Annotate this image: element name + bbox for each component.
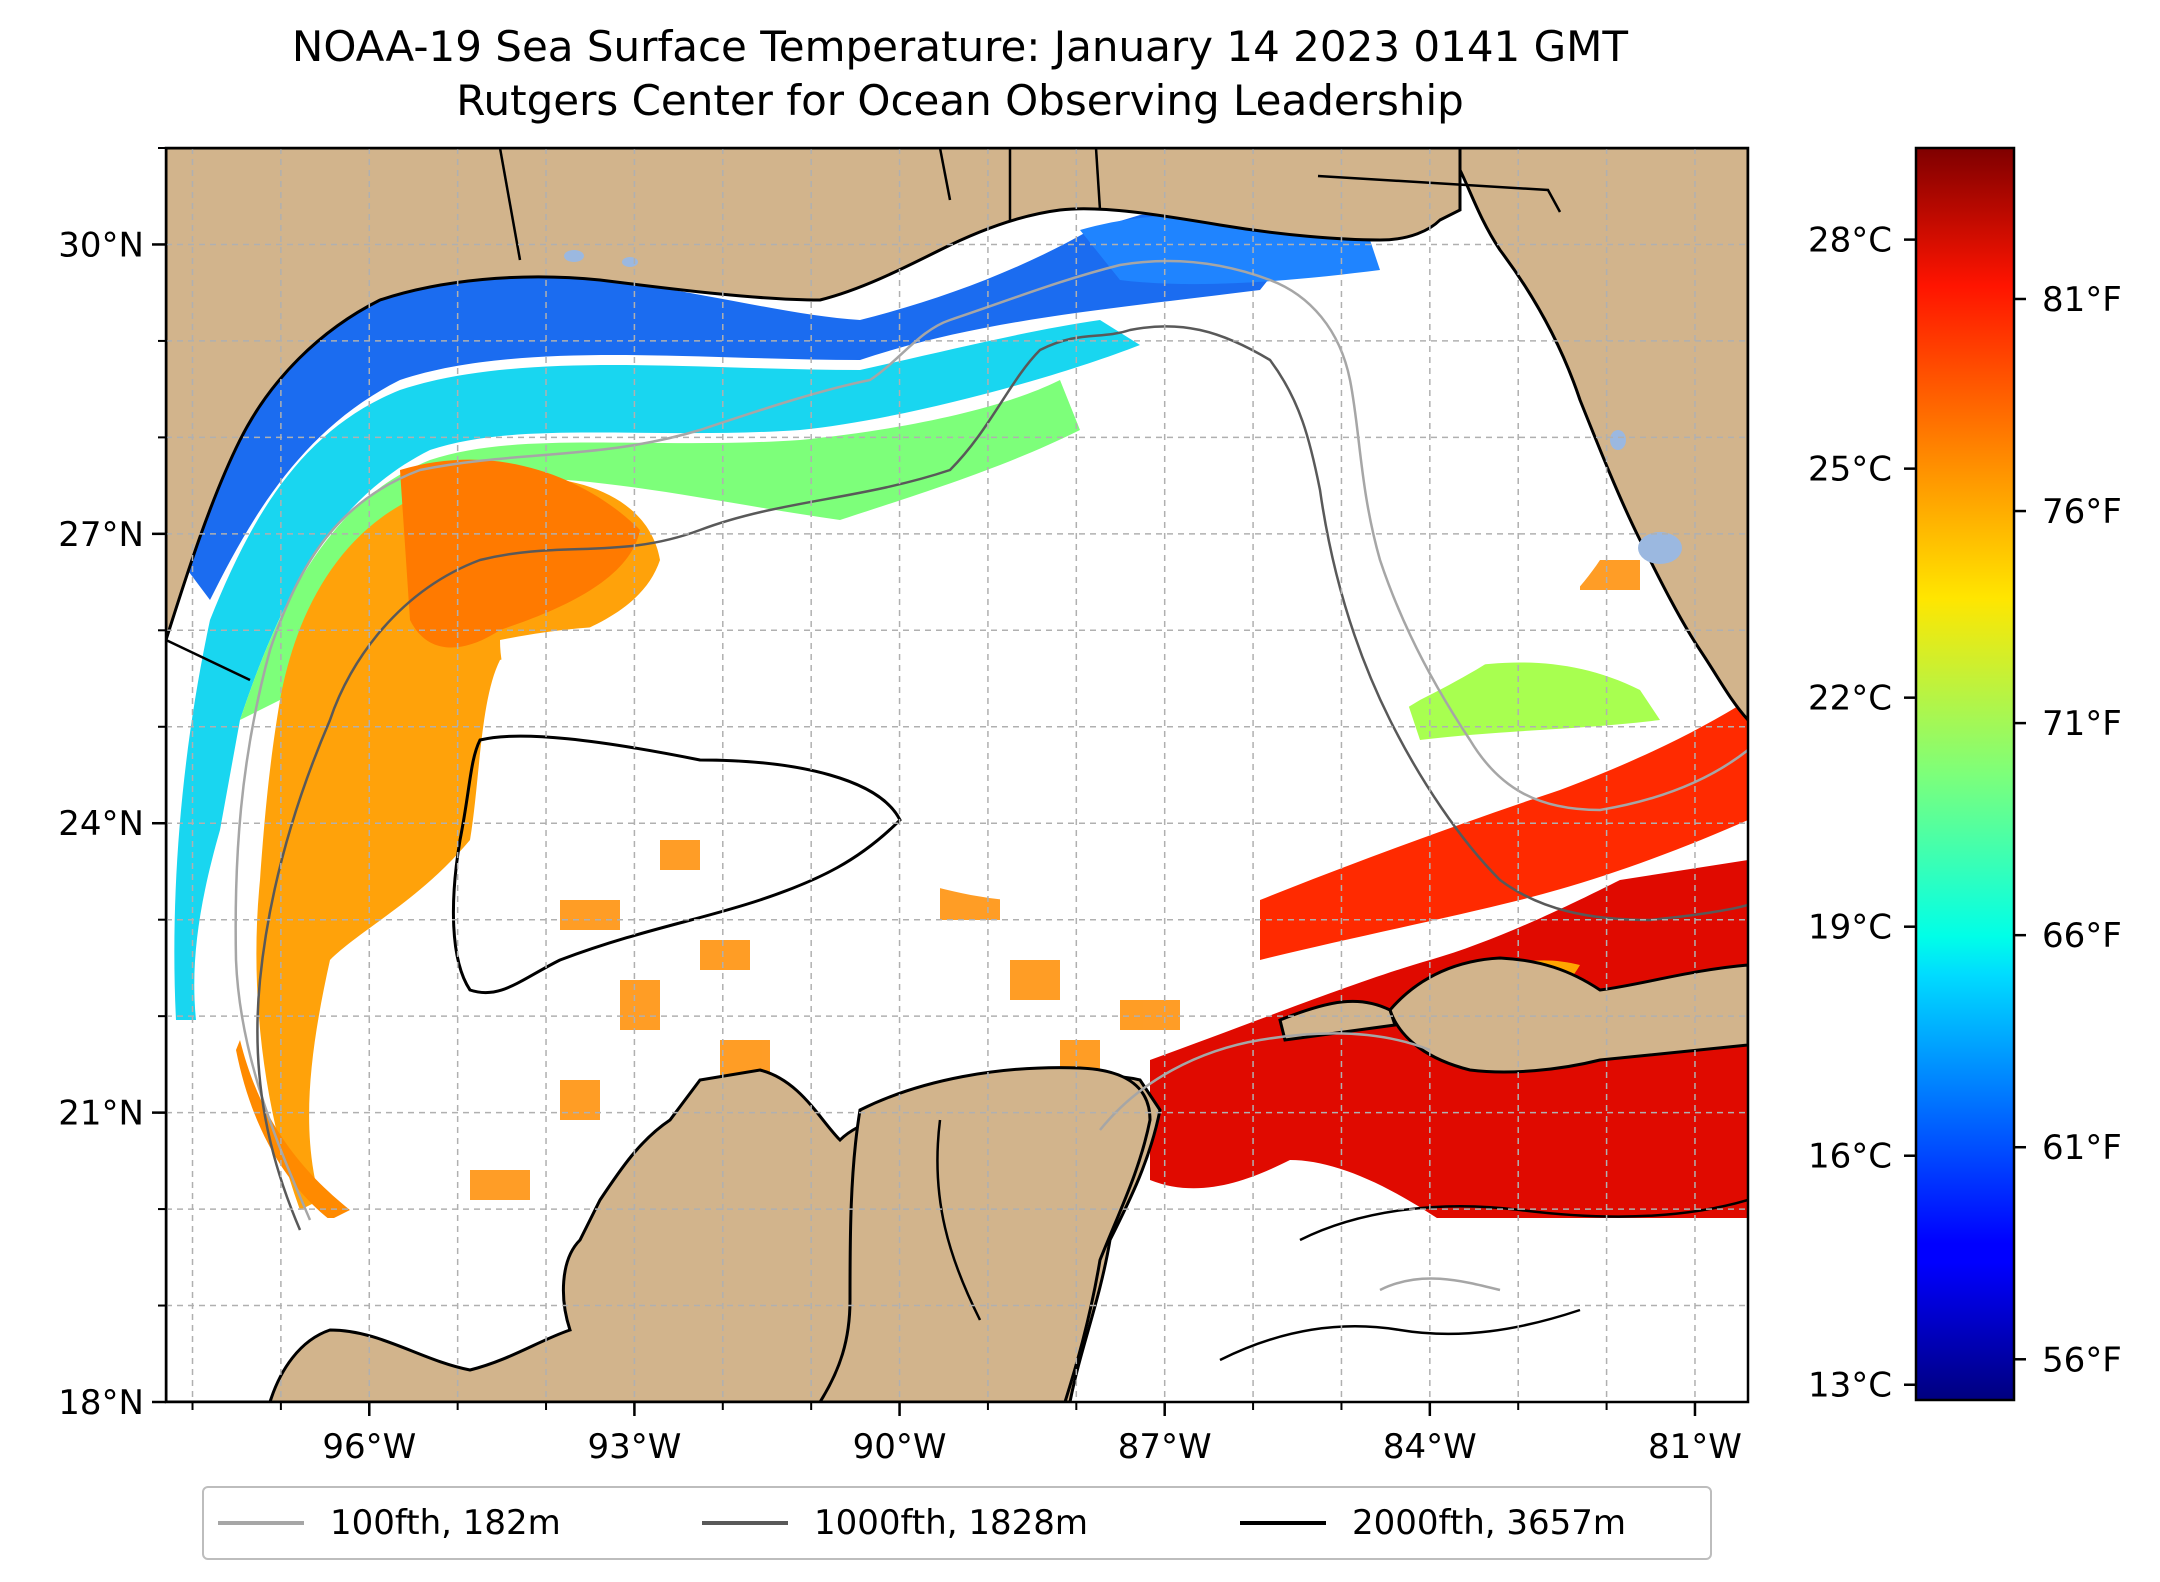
land-north-coast <box>166 148 1462 641</box>
legend-item-100fth: 100fth, 182m <box>218 1500 561 1546</box>
colorbar-ticks: 28°C 25°C 22°C 19°C 16°C 13°C 81°F 76°F 71°F 66°F… <box>1808 221 2122 1406</box>
chart-title: NOAA-19 Sea Surface Temperature: January… <box>291 22 1629 71</box>
contour-legend: 100fth, 182m 1000fth, 1828m 2000fth, 365… <box>202 1486 1712 1560</box>
contour-100fth-east <box>1099 1032 1501 1292</box>
colorbar <box>1914 146 2016 1402</box>
lat-tick-label: 30°N <box>58 225 144 265</box>
legend-label-1000fth: 1000fth, 1828m <box>814 1503 1089 1543</box>
contour-2000fth <box>451 734 902 995</box>
celsius-tick-label: 28°C <box>1808 221 1892 261</box>
legend-swatch-1000fth <box>702 1521 788 1525</box>
fahrenheit-tick-label: 81°F <box>2042 280 2122 320</box>
chart-subtitle: Rutgers Center for Ocean Observing Leade… <box>456 76 1464 125</box>
lon-tick-label: 93°W <box>587 1427 681 1467</box>
lon-tick-label: 81°W <box>1648 1427 1742 1467</box>
land-yucatan <box>818 1066 1152 1402</box>
fahrenheit-tick-label: 76°F <box>2042 492 2122 532</box>
celsius-tick-label: 13°C <box>1808 1366 1892 1406</box>
celsius-tick-label: 25°C <box>1808 450 1892 490</box>
land-cuba <box>1388 956 1748 1074</box>
land-florida <box>1458 148 1748 723</box>
bathymetry-contours <box>234 259 1748 1362</box>
plot-area <box>166 148 1748 1402</box>
axis-tick-labels: 30°N 27°N 24°N 21°N 18°N 96°W 93°W 90°W 87°W 84°W… <box>58 225 1742 1467</box>
state-borders <box>166 148 1562 1321</box>
lat-tick-label: 27°N <box>58 515 144 555</box>
celsius-tick-label: 19°C <box>1808 908 1892 948</box>
legend-label-2000fth: 2000fth, 3657m <box>1352 1503 1627 1543</box>
legend-item-2000fth: 2000fth, 3657m <box>1240 1500 1626 1546</box>
lat-tick-label: 18°N <box>58 1383 144 1423</box>
legend-swatch-100fth <box>218 1521 304 1525</box>
contour-1000fth <box>256 325 1748 1231</box>
plot-frame <box>164 146 1750 1404</box>
celsius-tick-label: 16°C <box>1808 1137 1892 1177</box>
no-data-central <box>500 312 1600 902</box>
celsius-tick-label: 22°C <box>1808 679 1892 719</box>
axis-ticks <box>152 147 1697 1416</box>
land <box>166 148 1748 1402</box>
lon-tick-label: 84°W <box>1383 1427 1477 1467</box>
legend-item-1000fth: 1000fth, 1828m <box>702 1500 1088 1546</box>
fahrenheit-tick-label: 66°F <box>2042 916 2122 956</box>
lat-tick-label: 21°N <box>58 1094 144 1134</box>
legend-swatch-2000fth <box>1240 1521 1326 1525</box>
lat-tick-label: 24°N <box>58 804 144 844</box>
legend-label-100fth: 100fth, 182m <box>330 1503 561 1543</box>
lon-tick-label: 96°W <box>322 1427 416 1467</box>
contour-2000fth-east <box>1219 1198 1748 1362</box>
fahrenheit-tick-label: 61°F <box>2042 1128 2122 1168</box>
fahrenheit-tick-label: 71°F <box>2042 704 2122 744</box>
sst-southwest-band <box>236 1040 350 1220</box>
fahrenheit-tick-label: 56°F <box>2042 1340 2122 1380</box>
lon-tick-label: 90°W <box>853 1427 947 1467</box>
sst-red-streaks <box>1260 700 1748 960</box>
lon-tick-label: 87°W <box>1118 1427 1212 1467</box>
sst-cool-nearshore <box>180 213 1300 600</box>
land-cuba-west <box>1278 999 1397 1042</box>
sst-florida-green <box>1400 662 1660 740</box>
lakes <box>564 250 1682 564</box>
gridlines <box>166 148 1748 1402</box>
contour-100fth <box>234 259 1748 1221</box>
